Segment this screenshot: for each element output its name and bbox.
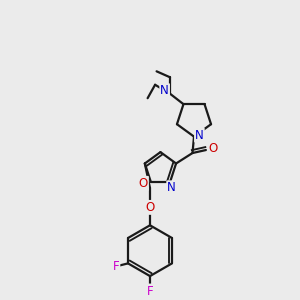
- Text: N: N: [195, 129, 204, 142]
- Text: O: O: [208, 142, 217, 155]
- Text: O: O: [139, 177, 148, 190]
- Text: O: O: [146, 201, 154, 214]
- Text: F: F: [147, 284, 153, 298]
- Text: N: N: [160, 84, 169, 97]
- Text: F: F: [113, 260, 119, 273]
- Text: N: N: [167, 181, 176, 194]
